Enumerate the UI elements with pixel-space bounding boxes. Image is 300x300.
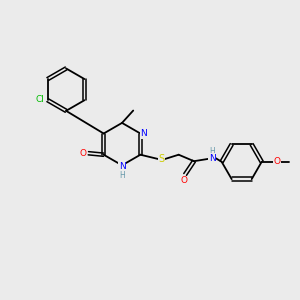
- Text: H: H: [209, 147, 215, 156]
- Text: N: N: [140, 129, 147, 138]
- Text: Cl: Cl: [35, 95, 44, 104]
- Text: O: O: [180, 176, 187, 185]
- Text: N: N: [209, 154, 216, 163]
- Text: N: N: [119, 162, 125, 171]
- Text: S: S: [158, 154, 165, 164]
- Text: O: O: [80, 149, 87, 158]
- Text: O: O: [274, 157, 280, 166]
- Text: H: H: [119, 170, 125, 179]
